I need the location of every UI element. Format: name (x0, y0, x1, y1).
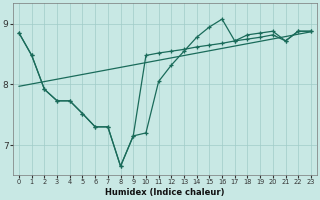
X-axis label: Humidex (Indice chaleur): Humidex (Indice chaleur) (105, 188, 225, 197)
